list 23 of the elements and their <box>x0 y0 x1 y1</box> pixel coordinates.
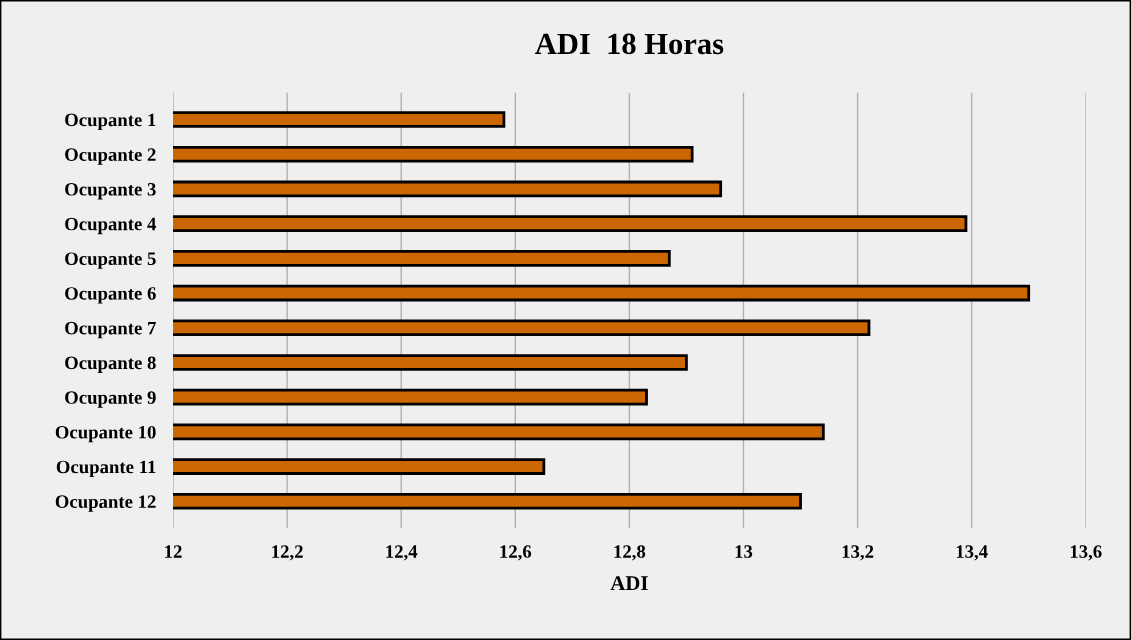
y-tick-label: Ocupante 9 <box>65 391 156 408</box>
x-tick-label: 12,8 <box>614 545 646 561</box>
y-tick-label: Ocupante 6 <box>65 287 156 304</box>
y-tick-label: Ocupante 1 <box>65 113 156 131</box>
y-tick-label: Ocupante 4 <box>65 217 157 235</box>
y-tick-label: Ocupante 11 <box>56 460 156 478</box>
y-tick-label: Ocupante 8 <box>65 356 156 373</box>
chart-title: ADI 18 Horas <box>535 33 724 55</box>
y-tick-label: Ocupante 10 <box>55 425 156 443</box>
x-tick-label: 12,4 <box>386 545 418 561</box>
y-tick-label: Ocupante 7 <box>65 321 156 339</box>
x-axis-title: ADI <box>610 576 648 591</box>
x-tick-label: 12,2 <box>272 545 303 561</box>
y-tick-label: Ocupante 12 <box>55 495 156 512</box>
y-tick-label: Ocupante 2 <box>65 148 156 165</box>
x-tick-label: 12,6 <box>500 545 532 561</box>
x-tick-label: 13,6 <box>1070 545 1102 561</box>
x-tick-label: 12 <box>165 545 182 558</box>
y-tick-label: Ocupante 3 <box>65 183 156 200</box>
x-tick-label: 13,2 <box>842 545 874 561</box>
x-tick-label: 13 <box>735 545 753 558</box>
y-tick-label: Ocupante 5 <box>65 252 156 269</box>
x-tick-label: 13,4 <box>956 545 988 561</box>
